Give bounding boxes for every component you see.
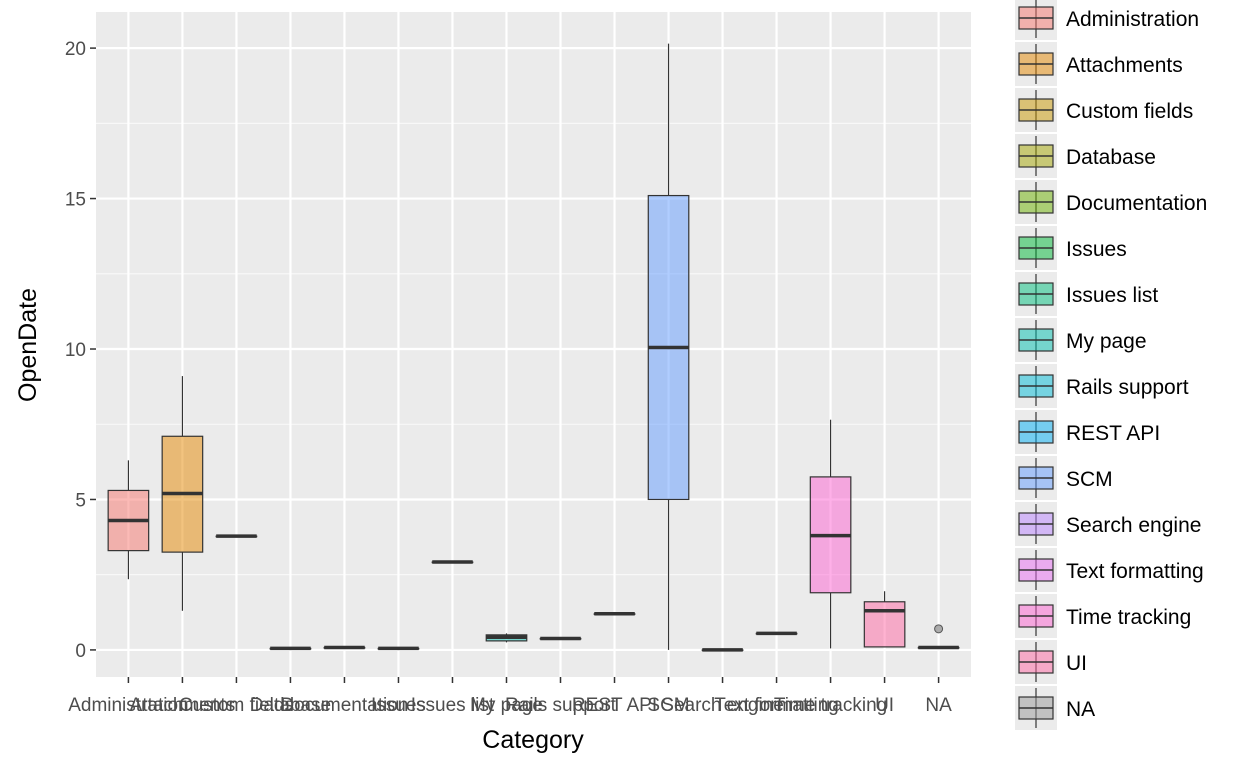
y-axis-title: OpenDate — [14, 288, 42, 402]
box-6 — [431, 560, 474, 564]
box-8 — [539, 636, 582, 641]
x-tick-label: Database — [250, 695, 331, 716]
legend-item: Time tracking — [1015, 594, 1191, 638]
box-7 — [485, 633, 528, 643]
legend-label: Attachments — [1066, 54, 1183, 77]
box-10 — [647, 43, 690, 650]
box-4 — [323, 645, 366, 650]
legend-item: Search engine — [1015, 502, 1201, 546]
legend-label: Documentation — [1066, 192, 1207, 215]
x-tick-label: UI — [875, 695, 894, 716]
x-tick-label: My page — [470, 695, 543, 716]
x-tick-label: Documentation — [281, 695, 409, 716]
legend-label: Search engine — [1066, 514, 1201, 537]
box-0 — [107, 460, 150, 580]
legend-item: REST API — [1015, 410, 1160, 454]
y-tick-label: 20 — [65, 39, 86, 60]
legend-item: Database — [1015, 134, 1156, 178]
legend-label: Issues list — [1066, 284, 1158, 307]
legend-label: My page — [1066, 330, 1147, 353]
y-tick-label: 5 — [75, 490, 86, 511]
box-3 — [269, 646, 312, 651]
legend-item: Issues — [1015, 226, 1127, 270]
x-tick-label: SCM — [647, 695, 689, 716]
box-body — [863, 601, 906, 648]
y-axis: 0 5 10 15 20 — [65, 39, 96, 662]
x-tick-label: Issues list — [411, 695, 495, 716]
legend-label: UI — [1066, 652, 1087, 675]
outlier-point — [934, 624, 944, 634]
x-tick-label: Rails support — [505, 695, 617, 716]
box-9 — [593, 612, 636, 616]
legend-item: UI — [1015, 640, 1087, 684]
box-11 — [701, 648, 744, 652]
legend-label: Database — [1066, 146, 1156, 169]
x-tick-label: Custom fields — [179, 695, 294, 716]
legend-item: Rails support — [1015, 364, 1189, 408]
legend-label: SCM — [1066, 468, 1113, 491]
x-tick-label: Search engine — [661, 695, 784, 716]
legend-item: Issues list — [1015, 272, 1158, 316]
box-13 — [809, 419, 852, 649]
legend-item: Attachments — [1015, 42, 1183, 86]
legend: Administration Attachments Custom fields Da… — [1015, 0, 1207, 730]
legend-label: Custom fields — [1066, 100, 1193, 123]
x-tick-label: Text formatting — [714, 695, 839, 716]
legend-label: Time tracking — [1066, 606, 1191, 629]
box-15 — [917, 624, 960, 650]
x-tick-label: Time tracking — [774, 695, 887, 716]
box-14 — [863, 591, 906, 648]
legend-label: NA — [1066, 698, 1095, 721]
legend-label: Rails support — [1066, 376, 1189, 399]
x-axis-title: Category — [482, 726, 584, 754]
legend-item: Custom fields — [1015, 88, 1193, 132]
legend-label: REST API — [1066, 422, 1160, 445]
y-tick-label: 15 — [65, 190, 86, 211]
legend-item: NA — [1015, 686, 1095, 730]
y-tick-label: 0 — [75, 641, 86, 662]
x-tick-label: Attachments — [130, 695, 236, 716]
box-5 — [377, 646, 420, 651]
box-1 — [161, 376, 204, 611]
y-tick-label: 10 — [65, 340, 86, 361]
x-tick-label: NA — [925, 695, 952, 716]
x-tick-label: REST API — [572, 695, 657, 716]
x-tick-label: Administration — [68, 695, 188, 716]
box-12 — [755, 631, 798, 636]
x-tick-label: Issues — [371, 695, 426, 716]
legend-item: Text formatting — [1015, 548, 1204, 592]
legend-label: Text formatting — [1066, 560, 1204, 583]
box-2 — [215, 534, 258, 538]
legend-label: Issues — [1066, 238, 1127, 261]
legend-item: My page — [1015, 318, 1147, 362]
legend-item: Administration — [1015, 0, 1199, 40]
legend-item: SCM — [1015, 456, 1113, 500]
boxes-group — [107, 43, 960, 652]
legend-item: Documentation — [1015, 180, 1207, 224]
legend-label: Administration — [1066, 8, 1199, 31]
